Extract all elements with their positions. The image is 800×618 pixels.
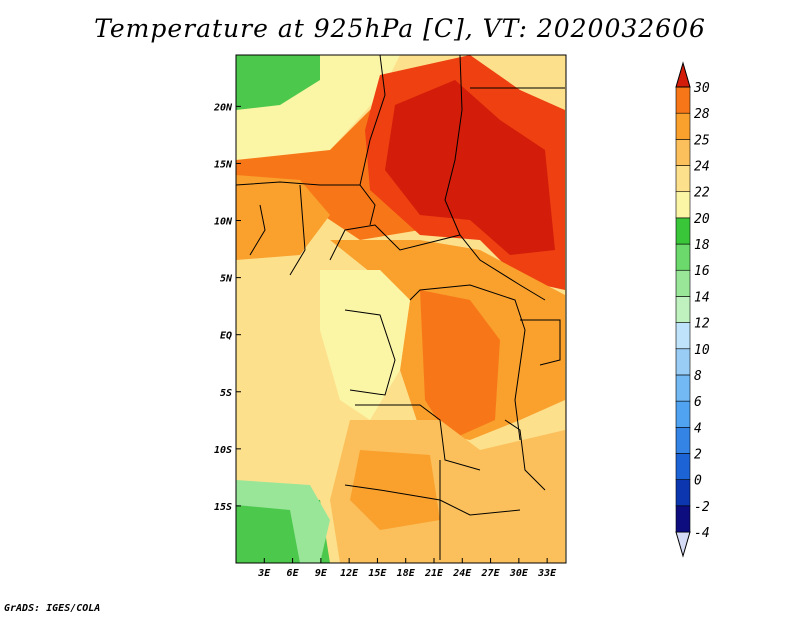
lon-tick-label: 21E <box>424 568 444 579</box>
field-gabon-mild <box>320 270 410 420</box>
colorbar-swatch <box>675 112 691 140</box>
colorbar-level-label: 16 <box>694 264 710 279</box>
field-cool-northwest <box>236 55 330 110</box>
colorbar-swatch <box>675 400 691 428</box>
colorbar-level-label: 25 <box>694 133 710 148</box>
colorbar-swatch <box>675 243 691 271</box>
field-mild-north <box>320 55 400 90</box>
colorbar-level-label: 18 <box>694 238 710 253</box>
border-benin <box>289 184 306 276</box>
lon-tick-label: 24E <box>452 568 472 579</box>
colorbar-under-triangle <box>675 531 691 558</box>
lat-tick-label: 15N <box>214 159 233 170</box>
lon-tick-label: 6E <box>287 568 300 579</box>
colorbar-level-label: 20 <box>694 212 710 227</box>
lat-tick-label: 15S <box>214 502 232 513</box>
field-hottest <box>385 80 555 255</box>
colorbar-level-label: 28 <box>694 107 710 122</box>
colorbar-level-label: 12 <box>694 317 710 332</box>
border-chad-sudan <box>444 55 463 236</box>
colorbar-over-triangle <box>675 61 691 88</box>
colorbar-level-label: 24 <box>694 160 710 175</box>
colorbar-swatch <box>675 505 691 533</box>
border-uganda <box>520 319 561 366</box>
colorbar-swatch <box>675 139 691 166</box>
colorbar-level-label: 0 <box>694 474 702 489</box>
colorbar-swatch <box>675 348 691 376</box>
longitude-ticks: 3E 6E 9E 12E 15E 18E 21E 24E 27E 30E 33E <box>257 558 557 579</box>
country-borders <box>236 55 565 560</box>
border-congo <box>344 309 396 396</box>
border-sahel <box>236 181 360 186</box>
colorbar-swatch <box>675 217 691 245</box>
lat-tick-label: 10S <box>214 445 232 456</box>
lat-tick-label: EQ <box>220 331 232 342</box>
border-angola <box>355 404 481 471</box>
lon-tick-label: 27E <box>481 568 501 579</box>
colorbar-level-label: -2 <box>694 500 710 515</box>
plot-frame <box>235 54 567 564</box>
map-title: Temperature at 925hPa [C], VT: 202003260… <box>94 14 706 43</box>
border-tanzania <box>504 419 546 491</box>
colorbar-level-label: 22 <box>694 186 710 201</box>
temperature-field <box>236 55 566 563</box>
colorbar-swatch <box>675 479 691 507</box>
colorbar-swatch <box>675 374 691 402</box>
field-congo-warm <box>420 290 500 440</box>
colorbar-swatch <box>675 191 691 219</box>
colorbar-level-label: 14 <box>694 290 710 305</box>
latitude-ticks: 20N 15N 10N 5N EQ 5S 10S 15S <box>213 102 241 513</box>
colorbar-level-label: 8 <box>694 369 702 384</box>
colorbar-swatch <box>675 426 691 454</box>
colorbar-swatch <box>675 269 691 297</box>
colorbar-swatch <box>675 453 691 480</box>
lon-tick-label: 30E <box>509 568 529 579</box>
lat-tick-label: 10N <box>214 217 233 228</box>
lon-tick-label: 9E <box>315 568 328 579</box>
colorbar-swatch <box>675 322 691 350</box>
lon-tick-label: 3E <box>257 568 271 579</box>
field-transition-southatlantic <box>236 480 330 563</box>
lat-tick-label: 20N <box>213 102 233 113</box>
colorbar-level-label: 4 <box>694 421 702 436</box>
colorbar-level-label: 30 <box>693 81 710 96</box>
border-niger-west <box>359 55 386 226</box>
colorbar-level-label: 6 <box>694 395 702 410</box>
lon-tick-label: 18E <box>397 568 416 579</box>
colorbar-level-label: -4 <box>694 526 710 541</box>
border-guinea <box>249 204 266 256</box>
border-drc-east <box>409 284 526 441</box>
lat-tick-label: 5N <box>220 274 233 285</box>
grads-footer: GrADS: IGES/COLA <box>4 603 101 614</box>
colorbar-swatch <box>675 296 691 323</box>
lat-tick-label: 5S <box>220 388 232 399</box>
colorbar-swatch <box>675 86 691 114</box>
lon-tick-label: 33E <box>537 568 557 579</box>
colorbar-level-label: 2 <box>694 447 702 462</box>
lon-tick-label: 15E <box>368 568 387 579</box>
lon-tick-label: 12E <box>340 568 359 579</box>
field-angola-warm <box>350 450 440 530</box>
colorbar-swatch <box>675 165 691 193</box>
colorbar-level-label: 10 <box>694 343 710 358</box>
border-car <box>329 224 546 301</box>
